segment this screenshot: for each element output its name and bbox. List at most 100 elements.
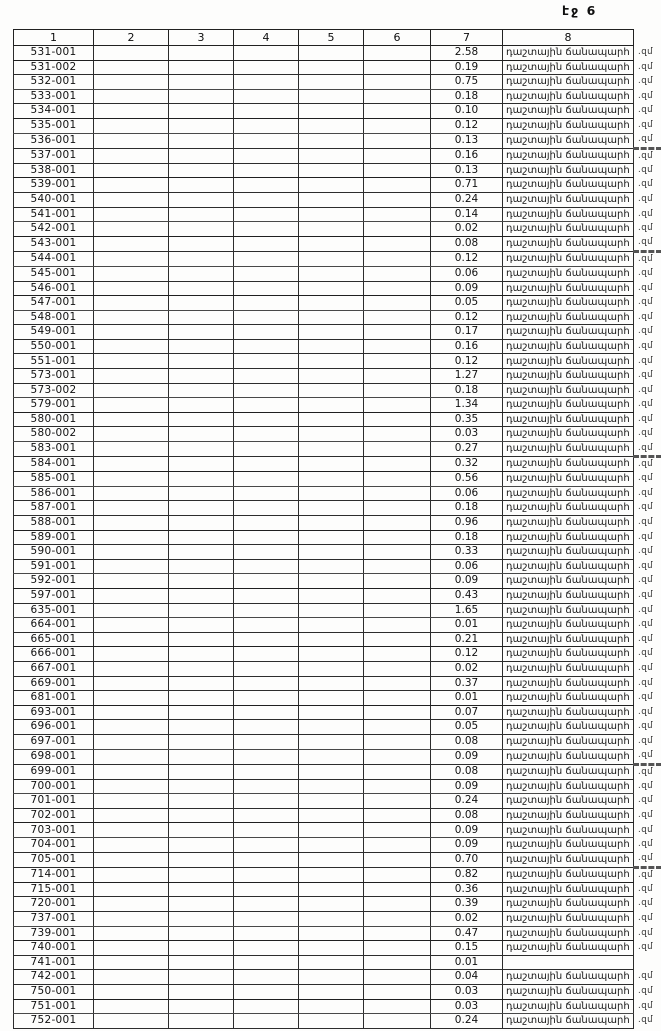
table-row: 701-001 0.24 դաշտային ճանապարհ .զմ xyxy=(13,793,661,809)
area-value-cell: 0.09 xyxy=(430,748,503,765)
empty-cell-2 xyxy=(93,866,169,883)
land-use-cell: դաշտային ճանապարհ xyxy=(502,660,634,677)
empty-cell-3 xyxy=(168,558,234,575)
empty-cell-5 xyxy=(298,837,364,853)
table-row: 531-001 2.58 դաշտային ճանապարհ .զմ xyxy=(13,45,661,61)
empty-cell-5 xyxy=(298,763,364,780)
area-value-cell: 0.47 xyxy=(430,925,503,942)
table-row: 720-001 0.39 դաշտային ճանապարհ .զմ xyxy=(13,896,661,913)
empty-cell-3 xyxy=(168,733,234,750)
empty-cell-3 xyxy=(168,59,234,76)
empty-cell-6 xyxy=(363,117,431,134)
parcel-code-cell: 592-001 xyxy=(13,573,94,589)
parcel-code-cell: 538-001 xyxy=(13,162,94,179)
empty-cell-6 xyxy=(363,954,431,971)
empty-cell-6 xyxy=(363,763,431,780)
empty-cell-4 xyxy=(233,338,299,355)
table-row: 751-001 0.03 դաշտային ճանապարհ .զմ xyxy=(13,998,661,1015)
table-row: 635-001 1.65 դաշտային ճանապարհ .զմ xyxy=(13,602,661,619)
land-use-cell: դաշտային ճանապարհ xyxy=(502,558,634,575)
empty-cell-2 xyxy=(93,117,169,134)
area-value-cell: 0.09 xyxy=(430,280,503,297)
empty-cell-3 xyxy=(168,88,234,105)
land-use-cell: դաշտային ճանապարհ xyxy=(502,866,634,883)
area-value-cell: 1.65 xyxy=(430,602,503,619)
empty-cell-6 xyxy=(363,471,431,487)
empty-cell-2 xyxy=(93,103,169,119)
empty-cell-3 xyxy=(168,206,234,223)
land-use-cell: դաշտային ճանապարհ xyxy=(502,646,634,662)
land-use-cell: դաշտային ճանապարհ xyxy=(502,280,634,297)
parcel-code-cell: 740-001 xyxy=(13,940,94,956)
empty-cell-4 xyxy=(233,660,299,677)
empty-cell-6 xyxy=(363,925,431,942)
land-use-cell: դաշտային ճանապարհ xyxy=(502,397,634,413)
area-value-cell: 0.21 xyxy=(430,631,503,648)
empty-cell-4 xyxy=(233,309,299,326)
empty-cell-4 xyxy=(233,748,299,765)
empty-cell-3 xyxy=(168,456,234,473)
empty-cell-3 xyxy=(168,969,234,985)
empty-cell-6 xyxy=(363,235,431,252)
empty-cell-5 xyxy=(298,881,364,898)
empty-cell-4 xyxy=(233,45,299,61)
empty-cell-5 xyxy=(298,675,364,692)
empty-cell-3 xyxy=(168,353,234,370)
empty-cell-3 xyxy=(168,250,234,267)
edge-overflow-fragment: .զմ xyxy=(638,428,653,439)
parcel-code-cell: 548-001 xyxy=(13,309,94,326)
land-use-cell: դաշտային ճանապարհ xyxy=(502,587,634,604)
land-use-cell: դաշտային ճանապարհ xyxy=(502,353,634,370)
empty-cell-2 xyxy=(93,940,169,956)
empty-cell-2 xyxy=(93,984,169,1000)
land-use-cell: դաշտային ճանապարհ xyxy=(502,382,634,399)
edge-overflow-fragment: .զմ xyxy=(638,282,653,293)
empty-cell-4 xyxy=(233,719,299,735)
parcel-code-cell: 539-001 xyxy=(13,177,94,193)
empty-cell-5 xyxy=(298,602,364,619)
area-value-cell: 0.56 xyxy=(430,471,503,487)
area-value-cell: 1.27 xyxy=(430,368,503,384)
area-value-cell: 0.16 xyxy=(430,147,503,164)
table-row: 542-001 0.02 դաշտային ճանապարհ .զմ xyxy=(13,221,661,237)
edge-overflow-fragment: .զմ xyxy=(638,208,653,219)
empty-cell-3 xyxy=(168,74,234,90)
empty-cell-3 xyxy=(168,984,234,1000)
area-value-cell: 2.58 xyxy=(430,45,503,61)
land-use-cell: դաշտային ճանապարհ xyxy=(502,925,634,942)
empty-cell-3 xyxy=(168,191,234,208)
empty-cell-4 xyxy=(233,573,299,589)
empty-cell-4 xyxy=(233,763,299,780)
empty-cell-3 xyxy=(168,117,234,134)
table-row: 583-001 0.27 դաշտային ճանապարհ .զմ xyxy=(13,441,661,459)
table-row: 532-001 0.75 դաշտային ճանապարհ .զմ xyxy=(13,74,661,90)
empty-cell-4 xyxy=(233,295,299,311)
empty-cell-2 xyxy=(93,646,169,662)
area-value-cell: 0.24 xyxy=(430,793,503,809)
empty-cell-4 xyxy=(233,162,299,179)
parcel-code-cell: 699-001 xyxy=(13,763,94,780)
edge-overflow-fragment: .զմ xyxy=(638,459,653,470)
empty-cell-4 xyxy=(233,896,299,913)
parcel-code-cell: 536-001 xyxy=(13,132,94,149)
empty-cell-2 xyxy=(93,911,169,927)
land-use-cell: դաշտային ճանապարհ xyxy=(502,969,634,985)
empty-cell-3 xyxy=(168,602,234,619)
table-row: 665-001 0.21 դաշտային ճանապարհ .զմ xyxy=(13,631,661,648)
empty-cell-3 xyxy=(168,338,234,355)
empty-cell-4 xyxy=(233,74,299,90)
empty-cell-6 xyxy=(363,397,431,413)
land-use-cell: դաշտային ճանապարհ xyxy=(502,103,634,119)
empty-cell-2 xyxy=(93,896,169,913)
edge-overflow-fragment: .զմ xyxy=(638,913,653,924)
edge-overflow-fragment: .զմ xyxy=(638,1000,653,1011)
empty-cell-5 xyxy=(298,206,364,223)
empty-cell-3 xyxy=(168,471,234,487)
table-row: 534-001 0.10 դաշտային ճանապարհ .զմ xyxy=(13,103,661,119)
table-row: 548-001 0.12 դաշտային ճանապարհ .զմ xyxy=(13,309,661,326)
parcel-code-cell: 698-001 xyxy=(13,748,94,765)
parcel-code-cell: 545-001 xyxy=(13,265,94,282)
edge-overflow-fragment: .զմ xyxy=(638,120,653,131)
edge-overflow-fragment: .զմ xyxy=(633,236,661,253)
empty-cell-3 xyxy=(168,1013,234,1029)
